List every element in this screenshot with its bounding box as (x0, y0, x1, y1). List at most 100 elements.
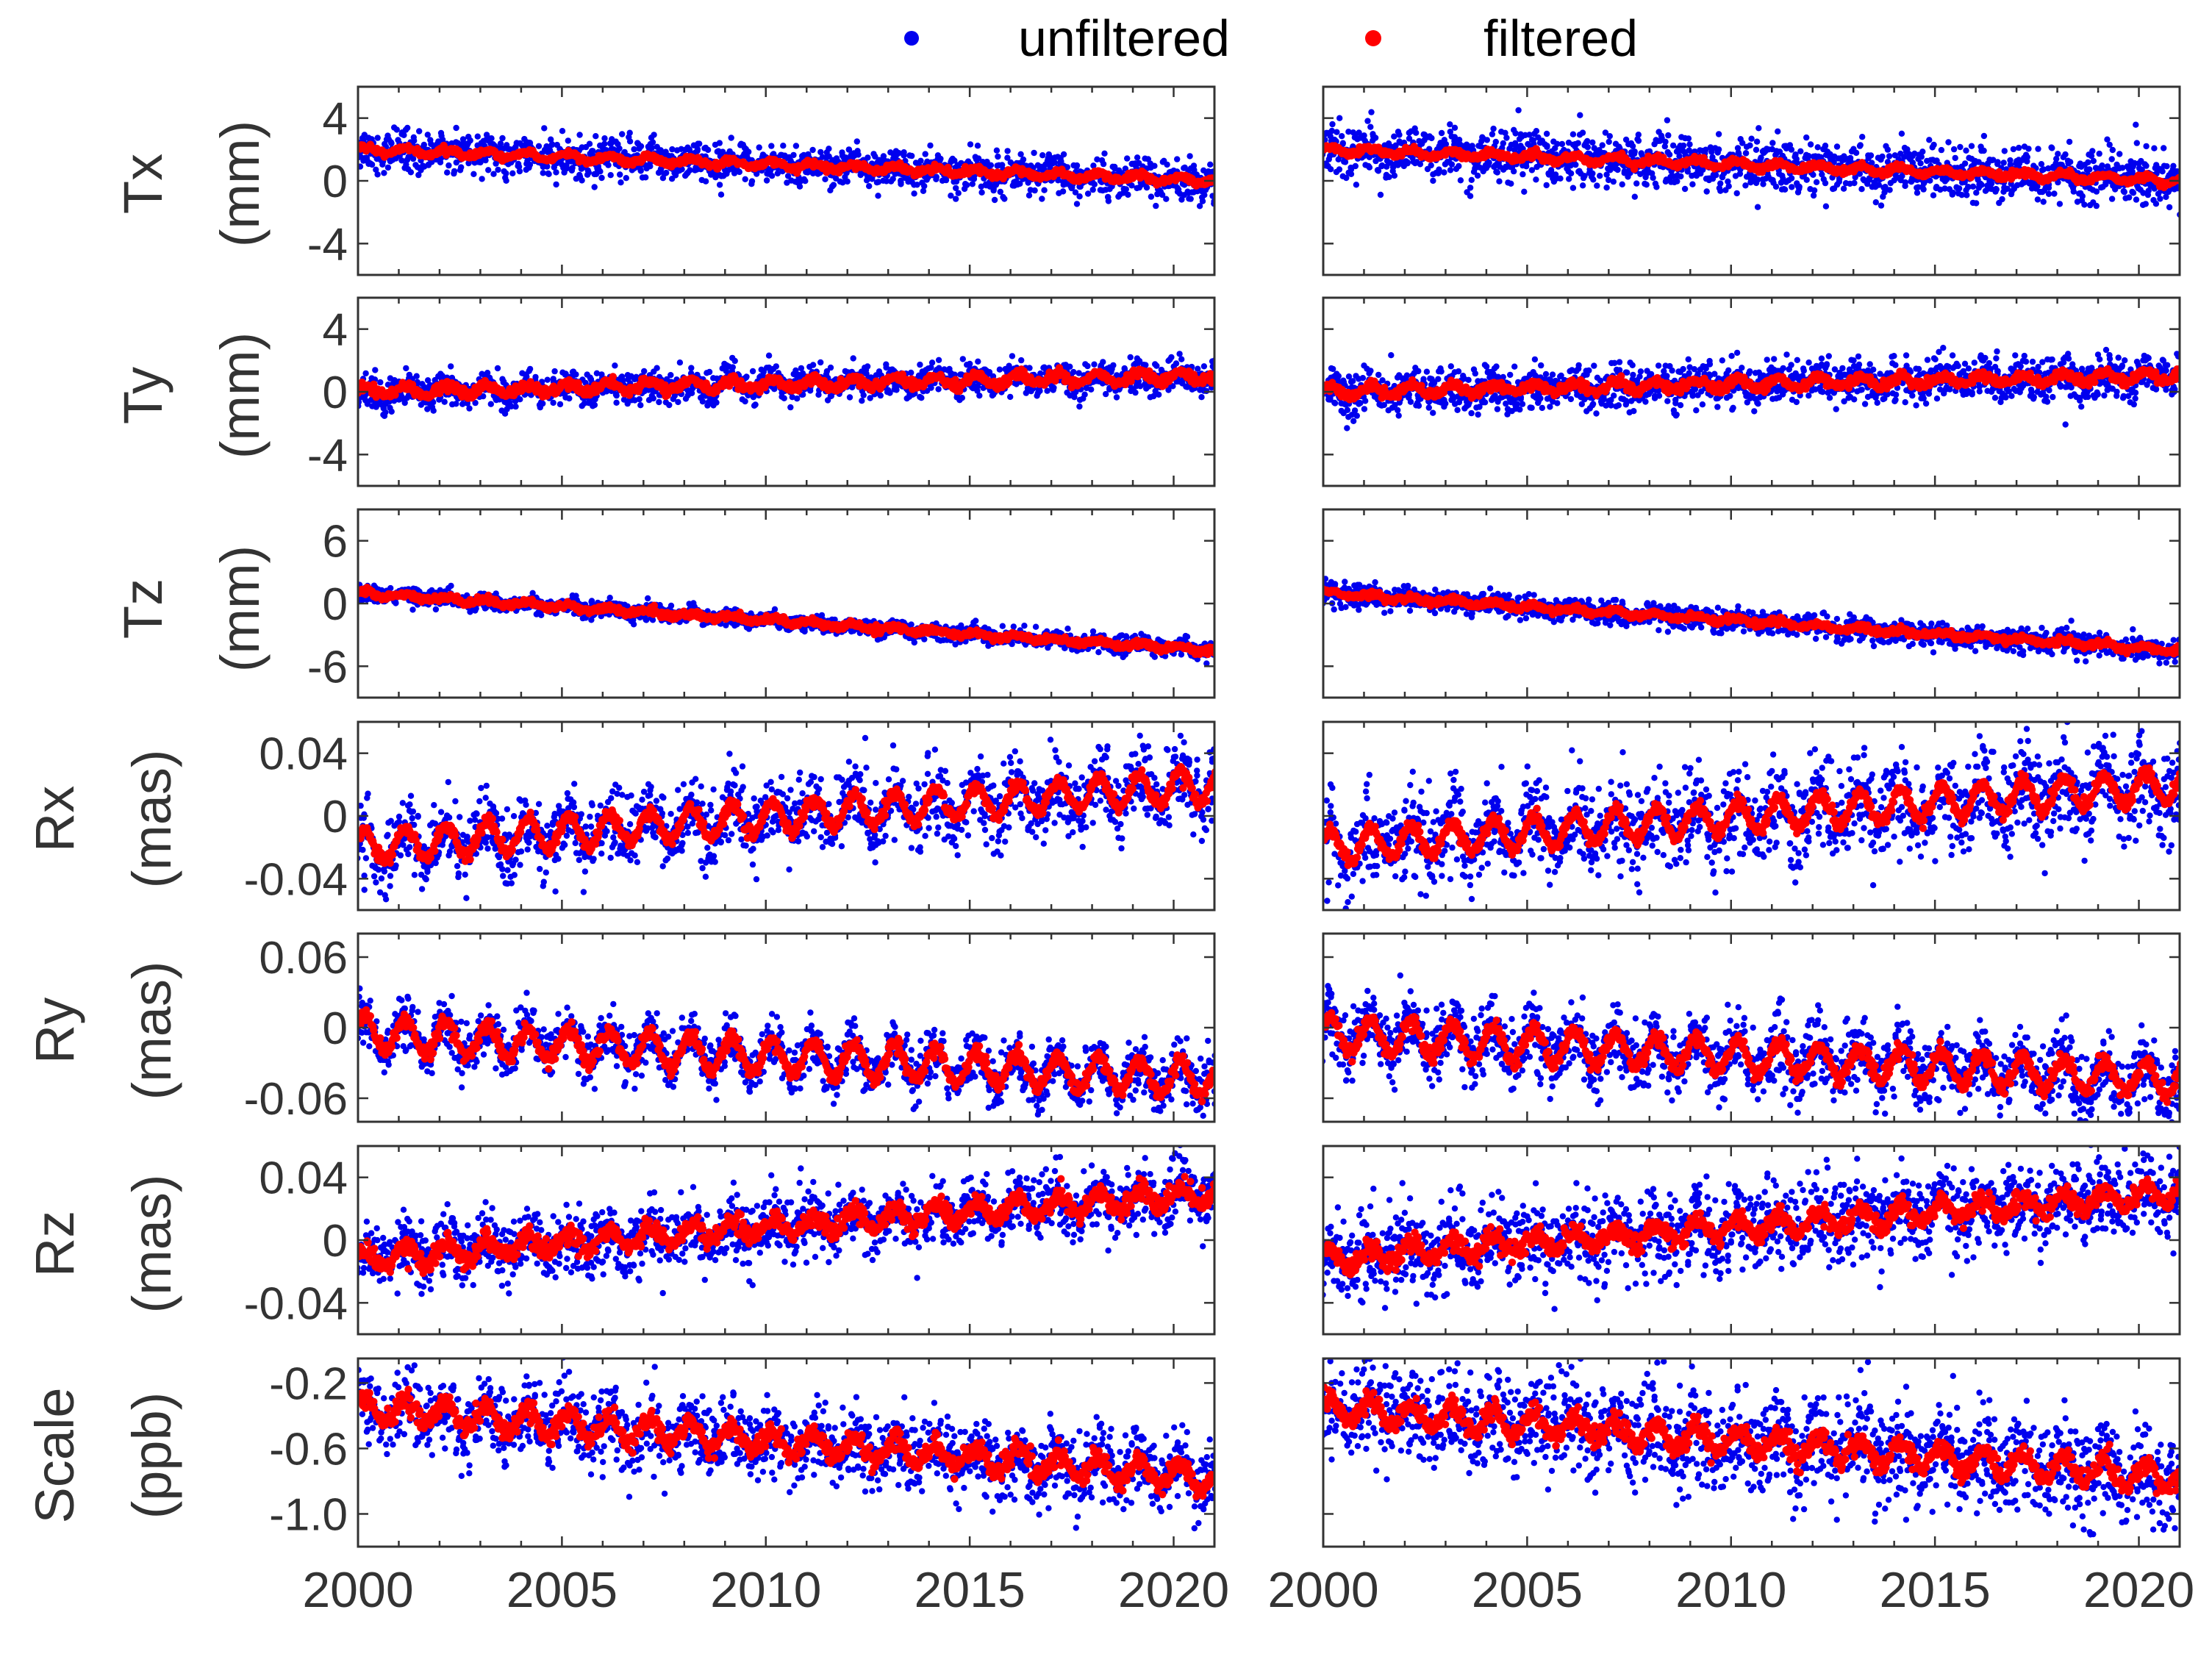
point-unfiltered (2062, 151, 2069, 158)
point-unfiltered (467, 137, 473, 144)
point-unfiltered (2016, 144, 2022, 151)
point-unfiltered (991, 196, 998, 204)
point-unfiltered (1674, 178, 1681, 185)
point-unfiltered (1781, 186, 1789, 193)
point-unfiltered (1685, 135, 1692, 142)
point-unfiltered (822, 176, 828, 182)
point-unfiltered (1100, 160, 1107, 168)
point-unfiltered (951, 157, 958, 164)
point-unfiltered (1512, 130, 1519, 137)
point-unfiltered (780, 143, 787, 149)
point-unfiltered (854, 148, 861, 154)
point-unfiltered (2152, 201, 2160, 207)
point-unfiltered (1753, 146, 1760, 153)
point-unfiltered (1669, 142, 1677, 149)
point-unfiltered (920, 187, 927, 194)
point-unfiltered (1089, 186, 1096, 193)
point-unfiltered (1917, 160, 1924, 167)
point-unfiltered (2166, 204, 2173, 211)
point-unfiltered (1496, 178, 1503, 185)
point-unfiltered (1867, 152, 1875, 159)
point-unfiltered (1584, 144, 1591, 151)
point-unfiltered (1742, 150, 1750, 157)
point-unfiltered (2070, 188, 2077, 195)
point-unfiltered (1493, 168, 1500, 175)
point-unfiltered (626, 138, 634, 145)
point-unfiltered (1457, 177, 1464, 184)
point-unfiltered (1123, 186, 1130, 193)
point-unfiltered (1859, 134, 1866, 140)
point-unfiltered (927, 142, 934, 149)
point-unfiltered (1857, 142, 1864, 148)
point-unfiltered (1978, 182, 1985, 188)
point-unfiltered (702, 178, 709, 185)
point-unfiltered (2093, 188, 2100, 195)
point-unfiltered (1515, 107, 1522, 114)
yunit-ty: (mm) (210, 332, 271, 459)
point-unfiltered (901, 152, 907, 159)
point-unfiltered (1580, 174, 1587, 182)
point-unfiltered (1547, 167, 1555, 173)
point-unfiltered (398, 157, 405, 164)
point-unfiltered (618, 179, 624, 186)
point-unfiltered (917, 157, 924, 164)
yunit-tx: (mm) (210, 121, 271, 248)
point-unfiltered (1926, 137, 1933, 143)
point-unfiltered (1603, 185, 1610, 191)
point-unfiltered (1619, 181, 1625, 187)
point-unfiltered (1747, 142, 1753, 148)
point-unfiltered (2126, 194, 2133, 201)
point-unfiltered (1884, 146, 1891, 153)
point-unfiltered (2161, 145, 2167, 151)
y-axis-titles: Tx (mm) Ty (mm) Tz (mm) Rx (mas) Ry (mas… (24, 121, 271, 1524)
point-unfiltered (1715, 146, 1722, 153)
point-unfiltered (717, 191, 725, 198)
ylabel-scale: Scale (24, 1387, 85, 1523)
point-unfiltered (1789, 184, 1795, 190)
point-unfiltered (1164, 161, 1170, 168)
point-unfiltered (416, 128, 423, 135)
point-unfiltered (937, 157, 943, 164)
point-unfiltered (474, 133, 481, 140)
yunit-rx: (mas) (121, 749, 182, 888)
point-unfiltered (2157, 196, 2163, 202)
point-unfiltered (1775, 128, 1781, 135)
point-unfiltered (953, 196, 959, 202)
point-unfiltered (1163, 196, 1170, 202)
point-unfiltered (2133, 196, 2140, 203)
point-unfiltered (1725, 183, 1732, 190)
point-unfiltered (424, 132, 431, 138)
point-unfiltered (735, 168, 742, 175)
point-unfiltered (1886, 153, 1893, 160)
point-unfiltered (1134, 154, 1141, 161)
point-unfiltered (548, 136, 554, 143)
point-unfiltered (883, 178, 890, 185)
point-unfiltered (2109, 146, 2116, 154)
point-unfiltered (1386, 173, 1392, 180)
point-unfiltered (2102, 181, 2109, 187)
point-unfiltered (1980, 132, 1988, 140)
point-unfiltered (1597, 173, 1603, 179)
point-unfiltered (1957, 143, 1964, 151)
point-unfiltered (1807, 141, 1814, 148)
point-unfiltered (696, 140, 703, 147)
point-unfiltered (2055, 151, 2061, 157)
point-unfiltered (2067, 159, 2074, 165)
point-unfiltered (1914, 190, 1921, 196)
point-unfiltered (607, 172, 614, 179)
point-unfiltered (909, 152, 915, 160)
point-unfiltered (826, 146, 832, 152)
point-unfiltered (548, 141, 556, 148)
point-unfiltered (890, 176, 896, 182)
point-unfiltered (1520, 171, 1526, 178)
point-unfiltered (1575, 140, 1581, 146)
point-unfiltered (1101, 150, 1108, 157)
point-unfiltered (1662, 138, 1669, 145)
point-unfiltered (2093, 202, 2100, 210)
point-unfiltered (553, 169, 559, 176)
point-unfiltered (840, 179, 846, 186)
point-unfiltered (1428, 162, 1434, 169)
point-unfiltered (1590, 176, 1597, 183)
points (1323, 107, 2180, 218)
point-unfiltered (2066, 138, 2073, 146)
